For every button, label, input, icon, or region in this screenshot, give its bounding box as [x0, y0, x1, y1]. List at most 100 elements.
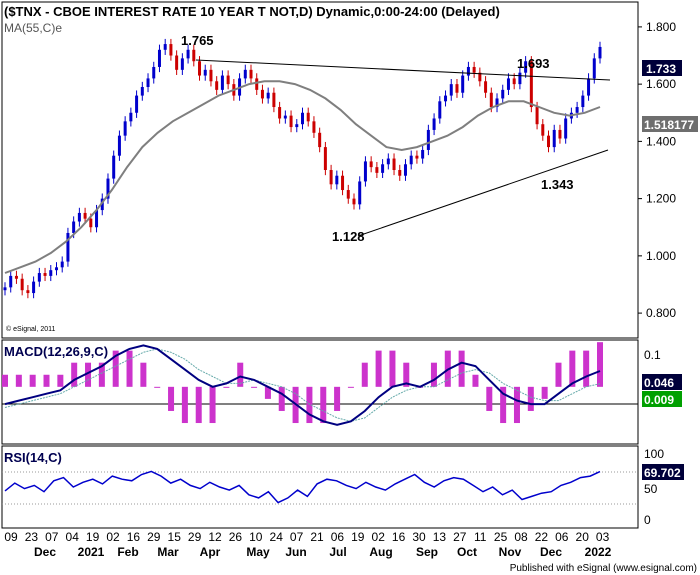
- macd-histogram-bar: [430, 362, 437, 387]
- x-tick-day: 19: [351, 530, 365, 544]
- candle-body: [26, 290, 30, 294]
- macd-histogram-bar: [98, 362, 105, 387]
- candle-body: [381, 164, 385, 173]
- macd-signal-box: [642, 391, 682, 407]
- macd-histogram-bar: [597, 342, 603, 387]
- price-panel-frame: [1, 1, 639, 339]
- price-y-tick-label: 1.400: [646, 134, 676, 148]
- candle-body: [335, 175, 339, 185]
- price-y-tick-label: 1.600: [646, 77, 676, 91]
- candle-body: [547, 135, 551, 148]
- x-tick-month: Nov: [499, 545, 522, 559]
- candle-body: [209, 69, 213, 82]
- rsi-title: RSI(14,C): [4, 450, 62, 465]
- x-tick-month: Apr: [200, 545, 221, 559]
- macd-histogram-bar: [569, 350, 576, 387]
- macd-histogram-bar: [112, 350, 119, 387]
- macd-histogram-bar: [2, 374, 8, 387]
- x-tick-day: 04: [66, 530, 80, 544]
- x-tick-day: 03: [596, 530, 610, 544]
- macd-histogram-bar: [181, 386, 188, 424]
- x-tick-day: 20: [576, 530, 590, 544]
- rsi-value-label: 69.702: [644, 466, 681, 480]
- macd-histogram-bar: [29, 374, 36, 387]
- candle-body: [449, 84, 453, 96]
- candle-body: [444, 95, 448, 102]
- candle-body: [352, 198, 356, 205]
- candle-body: [301, 112, 304, 125]
- candle-body: [552, 129, 556, 148]
- candle-body: [220, 75, 224, 90]
- candle-body: [587, 78, 591, 96]
- candle-body: [266, 92, 270, 99]
- x-tick-day: 23: [25, 530, 39, 544]
- candle-body: [478, 72, 482, 82]
- macd-histogram-bar: [320, 386, 327, 424]
- candle-body: [106, 178, 110, 199]
- macd-title: MACD(12,26,9,C): [4, 344, 108, 359]
- candle-body: [495, 98, 499, 108]
- macd-histogram-bar: [347, 386, 354, 388]
- macd-tick: 0.1: [644, 348, 661, 362]
- macd-histogram-bar: [15, 374, 22, 387]
- candle-body: [323, 147, 327, 170]
- candle-body: [506, 78, 510, 90]
- candle-body: [592, 58, 596, 79]
- candle-body: [518, 72, 522, 85]
- candle-body: [163, 44, 167, 50]
- candle-body: [175, 55, 179, 70]
- candle-body: [484, 81, 488, 93]
- candle-body: [283, 115, 287, 119]
- footer-credit: Published with eSignal (www.esignal.com): [510, 563, 697, 574]
- candle-body: [49, 270, 53, 276]
- candle-body: [255, 78, 259, 90]
- x-tick-month: Mar: [157, 545, 179, 559]
- candle-body: [157, 49, 161, 67]
- candle-body: [3, 287, 7, 291]
- candle-body: [260, 89, 264, 99]
- candle-body: [403, 164, 407, 176]
- ma-value-label: 1.518177: [644, 118, 694, 132]
- macd-histogram-bar: [43, 374, 50, 387]
- macd-histogram-bar: [375, 350, 382, 387]
- x-tick-day: 12: [208, 530, 222, 544]
- candlesticks: [3, 38, 602, 299]
- macd-histogram-bar: [403, 362, 410, 387]
- x-tick-day: 10: [249, 530, 263, 544]
- macd-histogram-bar: [583, 350, 590, 387]
- candle-body: [398, 170, 402, 176]
- candle-body: [289, 115, 293, 128]
- macd-histogram-bar: [486, 386, 493, 411]
- x-tick-day: 26: [229, 530, 243, 544]
- x-tick-day: 21: [310, 530, 324, 544]
- candle-body: [100, 198, 104, 211]
- candle-body: [524, 61, 528, 73]
- macd-histogram-bar: [541, 386, 548, 399]
- last-price-label: 1.733: [646, 62, 676, 76]
- resistance-trendline: [195, 59, 611, 81]
- macd-histogram-bar: [154, 386, 161, 388]
- macd-value-label: 0.046: [644, 376, 674, 390]
- candle-body: [512, 78, 516, 85]
- candle-body: [535, 107, 539, 125]
- macd-histogram-bar: [264, 386, 271, 399]
- candle-body: [180, 58, 184, 70]
- macd-histogram-bar: [389, 350, 396, 387]
- x-tick-day: 25: [494, 530, 508, 544]
- candle-body: [66, 232, 70, 262]
- x-tick-day: 11: [474, 530, 487, 544]
- macd-histogram-bar: [251, 386, 258, 388]
- x-tick-day: 07: [45, 530, 59, 544]
- candle-body: [20, 278, 24, 291]
- x-tick-month: Dec: [540, 545, 562, 559]
- macd-histogram-bar: [472, 374, 479, 387]
- macd-histogram-bar: [458, 350, 465, 387]
- macd-line: [4, 344, 601, 426]
- rsi-line: [4, 470, 601, 504]
- candle-body: [123, 121, 127, 136]
- x-tick-month: Feb: [117, 545, 138, 559]
- candle-body: [272, 92, 276, 108]
- macd-histogram-bar: [513, 386, 520, 424]
- macd-histogram-bar: [306, 386, 313, 424]
- ma-label: MA(55,C)e: [4, 21, 62, 35]
